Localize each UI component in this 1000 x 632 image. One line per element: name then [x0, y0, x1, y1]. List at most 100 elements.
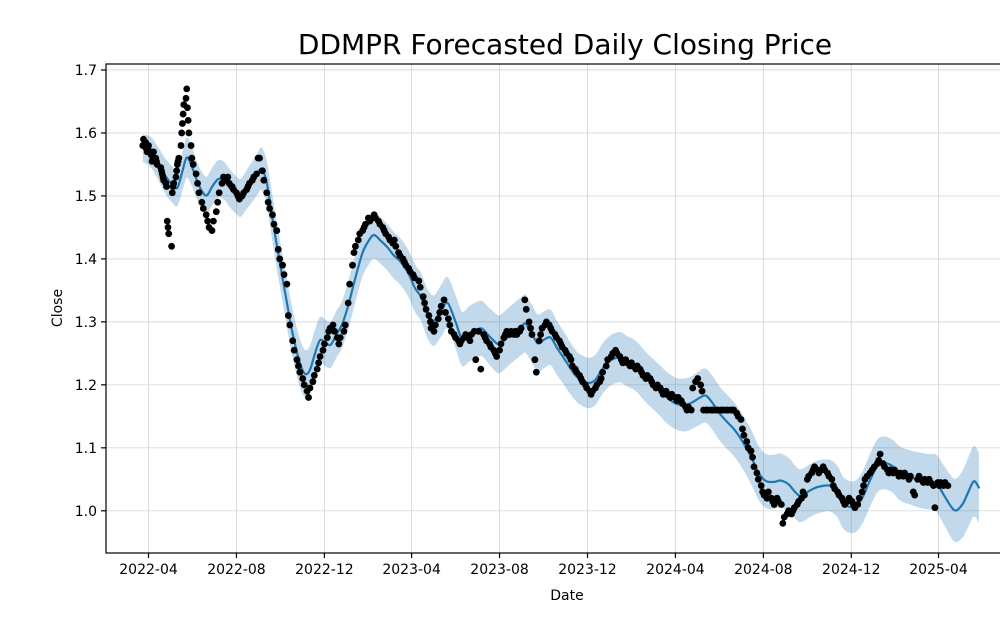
close-point: [336, 334, 344, 342]
x-tick-label: 2023-08: [470, 562, 529, 578]
close-point: [289, 337, 297, 345]
y-tick-label: 1.7: [75, 63, 97, 79]
close-point: [266, 205, 274, 212]
x-tick-label: 2024-08: [734, 562, 793, 578]
close-point: [290, 346, 298, 354]
close-point: [295, 362, 302, 370]
close-point: [316, 353, 324, 360]
close-point: [567, 356, 575, 364]
close-point: [531, 356, 539, 364]
close-point: [172, 173, 180, 181]
close-point: [475, 327, 483, 335]
close-point: [750, 463, 758, 471]
close-point: [199, 205, 207, 212]
close-point: [170, 179, 178, 187]
close-point: [168, 189, 176, 197]
close-point: [163, 183, 170, 190]
close-point: [740, 431, 748, 439]
close-point: [876, 450, 884, 458]
close-point: [535, 337, 543, 345]
close-point: [204, 217, 212, 225]
close-point: [911, 491, 919, 499]
close-point: [214, 198, 222, 206]
close-point: [737, 416, 745, 423]
axis-ticks: [101, 69, 940, 558]
close-point: [184, 116, 192, 124]
close-point: [150, 148, 157, 156]
close-point: [432, 321, 439, 329]
close-point: [351, 242, 359, 250]
close-point: [521, 296, 529, 304]
close-point: [743, 438, 751, 445]
close-point: [212, 208, 220, 216]
close-point: [283, 280, 291, 288]
y-tick-label: 1.4: [75, 252, 97, 268]
close-point: [689, 384, 697, 392]
close-point: [341, 321, 349, 329]
close-point: [350, 249, 358, 257]
close-point: [299, 375, 307, 382]
close-point: [697, 381, 705, 389]
chart-background: [40, 16, 1000, 616]
close-point: [532, 368, 540, 376]
close-point: [493, 353, 501, 360]
close-point: [599, 368, 607, 376]
close-point: [346, 280, 354, 288]
close-point: [426, 318, 434, 326]
close-point: [168, 242, 175, 250]
plot-border: [105, 63, 1000, 554]
y-tick-label: 1.2: [75, 378, 97, 394]
close-point: [182, 94, 190, 102]
y-tick-label: 1.5: [75, 189, 97, 205]
close-point: [184, 104, 191, 112]
close-point: [442, 309, 449, 316]
close-point: [415, 277, 423, 285]
close-point: [436, 309, 444, 316]
close-point: [446, 321, 454, 329]
close-point: [286, 321, 294, 329]
close-point: [687, 406, 695, 414]
close-point: [210, 217, 217, 225]
close-point: [779, 520, 787, 527]
close-point: [253, 170, 261, 178]
close-point: [765, 488, 772, 496]
close-point: [907, 472, 914, 480]
close-point: [269, 211, 276, 219]
gridlines: [106, 64, 1000, 553]
close-point: [425, 312, 433, 319]
close-point: [198, 198, 206, 206]
close-point: [188, 154, 196, 162]
x-tick-label: 2024-04: [646, 562, 705, 578]
close-point: [259, 167, 266, 175]
close-point: [698, 387, 706, 395]
close-point: [178, 129, 186, 137]
close-point: [215, 189, 223, 197]
close-point: [349, 261, 356, 269]
close-point: [854, 501, 862, 508]
close-point: [477, 365, 485, 373]
close-point: [597, 375, 605, 382]
close-point: [931, 504, 939, 512]
close-point: [749, 453, 756, 461]
close-point: [340, 327, 348, 335]
y-tick-label: 1.3: [75, 315, 97, 331]
close-point: [194, 179, 201, 187]
x-tick-label: 2023-12: [558, 562, 617, 578]
close-point: [300, 381, 308, 389]
close-point: [777, 501, 785, 508]
close-point: [224, 173, 232, 181]
close-point: [525, 318, 533, 326]
close-point: [202, 211, 210, 219]
close-point: [189, 161, 197, 168]
close-point: [177, 142, 185, 149]
close-point: [310, 372, 318, 379]
close-point: [694, 375, 702, 382]
close-point: [472, 356, 480, 364]
close-point: [421, 299, 428, 307]
close-point: [185, 129, 193, 137]
close-point: [440, 296, 448, 304]
close-point: [165, 230, 173, 238]
close-point: [263, 189, 271, 197]
x-tick-label: 2022-12: [295, 562, 354, 578]
close-point: [335, 340, 343, 348]
